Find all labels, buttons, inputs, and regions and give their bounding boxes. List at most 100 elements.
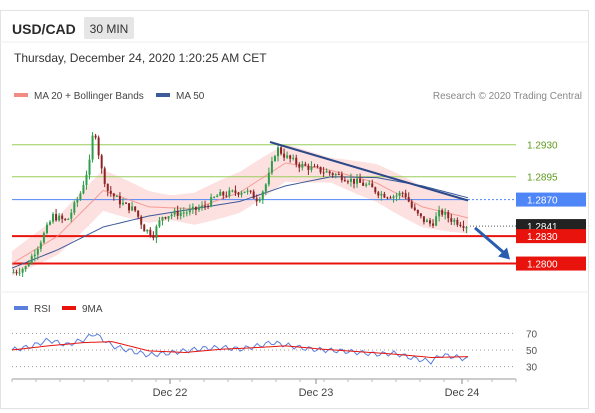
candle-body xyxy=(289,155,292,159)
candle-body xyxy=(185,212,188,214)
candle-body xyxy=(277,147,279,157)
ma20-line xyxy=(11,162,469,264)
candle-body xyxy=(368,183,371,185)
candle-body xyxy=(27,263,30,267)
candle-body xyxy=(432,223,435,226)
candle-body xyxy=(149,229,152,236)
candle-body xyxy=(328,171,331,174)
rsi-legend-swatch xyxy=(14,306,28,310)
candle-body xyxy=(170,214,173,217)
candle-body xyxy=(45,224,48,234)
candle-body xyxy=(79,193,82,200)
timestamp: Thursday, December 24, 2020 1:20:25 AM C… xyxy=(14,51,267,65)
candle-body xyxy=(374,187,377,193)
candle-body xyxy=(337,174,340,176)
candle-body xyxy=(295,157,298,165)
candle-body xyxy=(353,178,355,184)
candle-body xyxy=(441,210,444,215)
candle-body xyxy=(340,174,343,181)
candle-body xyxy=(112,193,115,197)
candle-body xyxy=(12,272,15,274)
candle-body xyxy=(410,201,413,208)
candle-body xyxy=(213,197,216,199)
timeframe-label: 30 MIN xyxy=(90,22,129,36)
candle-body xyxy=(392,196,395,199)
candle-body xyxy=(82,185,85,194)
candle-body xyxy=(115,196,118,198)
trendline xyxy=(269,141,469,202)
candle-body xyxy=(283,153,286,158)
candle-body xyxy=(134,206,137,211)
x-tick-label: Dec 24 xyxy=(445,387,480,399)
candle-body xyxy=(49,221,51,225)
candle-body xyxy=(15,272,18,274)
candle-body xyxy=(91,135,94,160)
candle-body xyxy=(131,206,134,211)
candle-body xyxy=(444,212,447,215)
candle-body xyxy=(140,216,143,225)
candle-body xyxy=(146,229,149,232)
candle-body xyxy=(201,205,203,209)
candle-body xyxy=(377,192,380,196)
candle-body xyxy=(234,190,237,193)
candle-body xyxy=(30,256,33,264)
candle-body xyxy=(413,207,416,211)
candle-body xyxy=(194,206,197,210)
resistance-label: 1.2930 xyxy=(527,141,558,152)
candle-body xyxy=(249,190,252,192)
candle-body xyxy=(261,191,264,200)
candle-body xyxy=(292,157,295,159)
candle-body xyxy=(36,248,39,255)
candle-body xyxy=(94,135,97,138)
candle-body xyxy=(182,212,185,214)
rsi-level-label: 30 xyxy=(526,363,538,374)
candle-body xyxy=(231,190,234,192)
support-badge xyxy=(516,229,586,244)
candle-body xyxy=(228,190,231,197)
candle-body xyxy=(343,180,346,182)
candle-body xyxy=(137,210,140,217)
candle-body xyxy=(264,184,267,192)
candle-body xyxy=(316,166,319,168)
candle-body xyxy=(349,178,352,182)
candle-body xyxy=(395,195,398,197)
candle-body xyxy=(97,137,100,156)
resistance-label: 1.2895 xyxy=(527,173,558,184)
rsi-ma9-line xyxy=(11,341,469,358)
candle-body xyxy=(191,206,194,210)
ma20-legend-swatch xyxy=(14,93,28,97)
candle-body xyxy=(240,192,243,195)
candle-body xyxy=(319,166,322,173)
candle-body xyxy=(270,161,273,173)
candle-body xyxy=(222,191,225,196)
rsi-level-label: 50 xyxy=(526,346,538,357)
candle-body xyxy=(58,215,61,221)
candle-body xyxy=(456,219,459,225)
candle-body xyxy=(258,199,261,202)
candle-body xyxy=(143,224,146,232)
candle-body xyxy=(158,220,161,227)
x-tick-label: Dec 22 xyxy=(153,387,188,399)
candle-body xyxy=(453,219,456,222)
candle-body xyxy=(216,195,219,198)
candle-body xyxy=(118,196,121,205)
candle-body xyxy=(419,213,422,217)
candle-body xyxy=(237,192,240,195)
candle-body xyxy=(407,197,410,202)
candle-body xyxy=(33,254,36,257)
candle-body xyxy=(21,269,24,273)
candle-body xyxy=(398,192,401,196)
candle-body xyxy=(24,266,27,270)
candle-body xyxy=(85,174,88,186)
pivot-badge xyxy=(516,192,586,207)
candle-body xyxy=(435,216,438,226)
candle-body xyxy=(106,183,109,191)
ma50-legend-label: MA 50 xyxy=(176,91,205,102)
candle-body xyxy=(246,190,249,192)
candle-body xyxy=(207,206,210,208)
candle-body xyxy=(255,198,258,202)
x-tick-label: Dec 23 xyxy=(299,387,334,399)
candle-body xyxy=(298,164,301,168)
